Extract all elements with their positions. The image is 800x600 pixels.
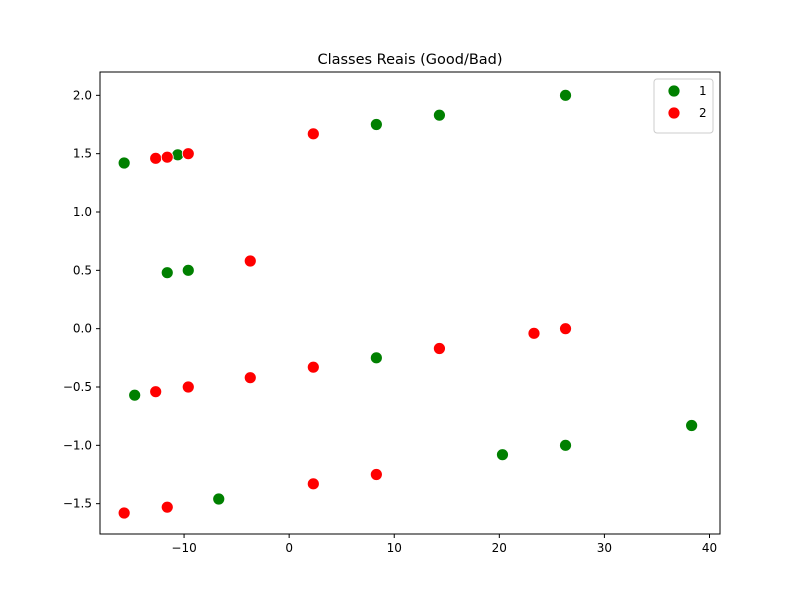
y-tick-label: 0.0 <box>73 322 92 336</box>
data-point-series-2 <box>243 371 257 385</box>
x-tick-label: 20 <box>492 541 507 555</box>
data-point-series-1 <box>369 351 383 365</box>
legend: 12 <box>653 78 714 134</box>
data-point-series-2 <box>243 254 257 268</box>
data-point-series-2 <box>181 147 195 161</box>
data-point-series-1 <box>171 148 185 162</box>
y-tick-label: 1.0 <box>73 205 92 219</box>
y-tick-label: 0.5 <box>73 263 92 277</box>
data-point-series-1 <box>559 88 572 102</box>
data-point-series-2 <box>527 326 541 340</box>
data-point-series-2 <box>433 342 446 355</box>
y-tick-label: −0.5 <box>63 380 92 394</box>
x-tick-label: 40 <box>702 541 717 555</box>
data-point-series-2 <box>181 380 195 394</box>
data-point-series-1 <box>559 438 572 452</box>
data-point-series-2 <box>149 385 163 399</box>
x-tick-label: 30 <box>597 541 612 555</box>
data-point-series-2 <box>306 477 320 491</box>
data-point-series-1 <box>128 388 142 402</box>
data-point-series-1 <box>685 419 699 432</box>
y-tick-label: −1.0 <box>63 438 92 452</box>
data-point-series-2 <box>306 360 320 374</box>
data-points <box>117 88 699 520</box>
axes: −10 0 10 20 30 40 −1.5 −1.0 −0.5 0.0 0.5 1.0 1.5 2.0 <box>63 71 721 555</box>
legend-marker <box>667 84 681 98</box>
x-tick-label: −10 <box>171 541 196 555</box>
data-point-series-2 <box>149 151 163 165</box>
legend-label: 1 <box>699 84 707 98</box>
data-point-series-1 <box>160 266 174 280</box>
x-tick-label: 10 <box>387 541 402 555</box>
data-point-series-2 <box>559 322 572 336</box>
data-point-series-2 <box>306 127 320 141</box>
data-point-series-1 <box>496 448 509 462</box>
data-point-series-2 <box>160 500 174 514</box>
data-point-series-2 <box>160 150 174 164</box>
data-point-series-2 <box>117 506 131 520</box>
data-point-series-1 <box>212 492 226 506</box>
plot-frame <box>99 71 721 535</box>
data-point-series-1 <box>369 118 383 131</box>
legend-marker <box>667 106 681 120</box>
y-tick-label: 2.0 <box>73 88 92 102</box>
data-point-series-1 <box>433 108 446 122</box>
data-point-series-1 <box>117 156 131 170</box>
legend-label: 2 <box>699 106 707 120</box>
data-point-series-1 <box>181 263 195 277</box>
y-tick-label: 1.5 <box>73 147 92 161</box>
y-tick-label: −1.5 <box>63 497 92 511</box>
chart-title: Classes Reais (Good/Bad) <box>317 52 502 68</box>
x-tick-label: 0 <box>285 541 293 555</box>
data-point-series-2 <box>369 468 383 481</box>
